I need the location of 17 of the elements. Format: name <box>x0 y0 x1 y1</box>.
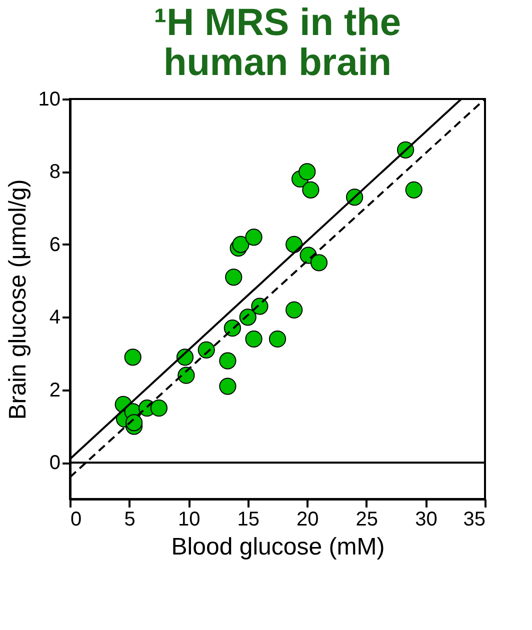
x-tick-label: 20 <box>296 508 319 530</box>
x-axis-title: Blood glucose (mM) <box>171 534 385 560</box>
y-axis-title: Brain glucose (μmol/g) <box>4 179 32 420</box>
x-tick-label: 15 <box>237 508 260 530</box>
x-tick-label: 10 <box>178 508 200 530</box>
y-tick-label: 6 <box>49 234 60 256</box>
y-tick-label: 4 <box>49 306 60 329</box>
x-tick-label: 30 <box>415 508 438 530</box>
y-tick-label: 8 <box>49 161 60 184</box>
x-tick-label: 25 <box>356 508 378 530</box>
y-tick-label: 0 <box>49 452 60 474</box>
x-tick-label: 35 <box>463 508 486 530</box>
chart-title: ¹H MRS in the human brain <box>154 2 401 84</box>
x-tick-label: 5 <box>124 508 136 530</box>
y-tick-label: 10 <box>38 88 60 110</box>
y-tick-label: 2 <box>49 379 60 402</box>
x-tick-label: 0 <box>70 508 82 530</box>
